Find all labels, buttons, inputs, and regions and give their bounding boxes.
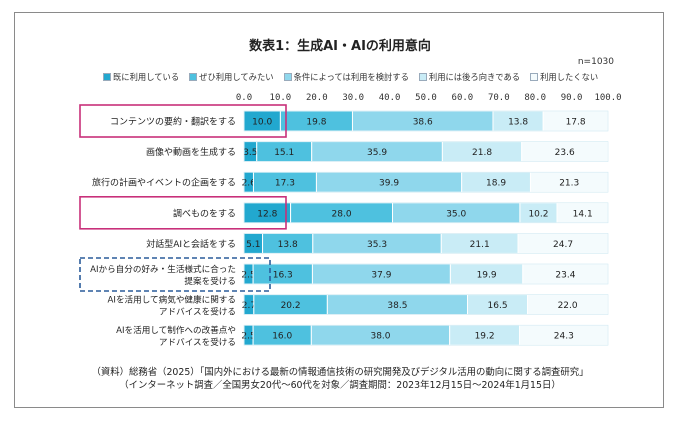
x-tick-label: 50.0 bbox=[415, 93, 437, 103]
bar-outline bbox=[243, 263, 609, 285]
legend-label: 既に利用している bbox=[113, 72, 180, 82]
data-label: 22.0 bbox=[558, 301, 578, 311]
data-label: 35.3 bbox=[367, 240, 387, 250]
data-label: 21.1 bbox=[470, 240, 490, 250]
legend-item: 利用したくない bbox=[530, 71, 598, 83]
data-label: 24.7 bbox=[553, 240, 573, 250]
legend-swatch bbox=[283, 73, 292, 81]
data-label: 38.6 bbox=[413, 118, 433, 128]
data-label: 38.5 bbox=[387, 301, 407, 311]
data-label: 2.5 bbox=[241, 332, 255, 342]
data-label: 13.8 bbox=[508, 118, 528, 128]
category-label: 対話型AIと会話をする bbox=[146, 238, 236, 250]
category-label: コンテンツの要約・翻訳をする bbox=[110, 116, 236, 128]
bar-outline bbox=[243, 141, 609, 162]
category-label: AIを活用して病気や健康に関する bbox=[108, 294, 236, 306]
data-label: 21.8 bbox=[472, 148, 492, 158]
x-tick-label: 100.0 bbox=[594, 93, 621, 103]
data-label: 37.9 bbox=[371, 271, 391, 281]
chart-legend: 既に利用している ぜひ利用してみたい 条件によっては利用を検討する 利用には後ろ向きで… bbox=[103, 71, 623, 83]
data-label: 38.0 bbox=[370, 332, 390, 342]
data-label: 14.1 bbox=[573, 209, 593, 219]
data-label: 17.8 bbox=[566, 118, 586, 128]
x-tick-label: 90.0 bbox=[561, 93, 583, 103]
bar-outline bbox=[243, 324, 609, 346]
data-label: 12.8 bbox=[257, 209, 277, 219]
legend-item: ぜひ利用してみたい bbox=[189, 71, 274, 83]
legend-label: ぜひ利用してみたい bbox=[199, 72, 274, 82]
data-label: 10.0 bbox=[252, 118, 272, 128]
data-label: 2.7 bbox=[242, 301, 256, 311]
chart-title: 数表1：生成AI・AIの利用意向 bbox=[249, 39, 431, 54]
category-label: 提案を受ける bbox=[184, 275, 236, 287]
legend-label: 利用したくない bbox=[540, 72, 599, 82]
data-label: 21.3 bbox=[559, 179, 579, 189]
category-label: アドバイスを受ける bbox=[159, 306, 236, 318]
legend-item: 条件によっては利用を検討する bbox=[283, 71, 409, 83]
data-label: 3.5 bbox=[243, 148, 257, 158]
category-label: 画像や動画を生成する bbox=[146, 146, 236, 158]
category-label: 旅行の計画やイベントの企画をする bbox=[92, 177, 236, 189]
data-label: 16.0 bbox=[272, 332, 292, 342]
legend-item: 利用には後ろ向きである bbox=[418, 71, 521, 83]
bar-outline bbox=[243, 110, 609, 132]
x-tick-label: 60.0 bbox=[452, 93, 474, 103]
data-label: 2.5 bbox=[241, 271, 255, 281]
data-label: 39.9 bbox=[379, 179, 399, 189]
legend-swatch bbox=[530, 73, 539, 81]
x-tick-label: 40.0 bbox=[379, 93, 401, 103]
category-label: AIから自分の好み・生活様式に合った bbox=[90, 263, 236, 275]
data-label: 19.2 bbox=[475, 332, 495, 342]
legend-swatch bbox=[189, 73, 198, 81]
data-label: 28.0 bbox=[332, 209, 352, 219]
x-tick-label: 70.0 bbox=[488, 93, 510, 103]
data-label: 16.5 bbox=[488, 301, 508, 311]
bar-outline bbox=[243, 294, 609, 315]
data-label: 2.6 bbox=[242, 179, 257, 189]
data-label: 19.9 bbox=[477, 271, 497, 281]
data-label: 24.3 bbox=[554, 332, 574, 342]
highlight-box bbox=[79, 196, 287, 230]
x-tick-label: 0.0 bbox=[236, 93, 252, 103]
data-label: 16.3 bbox=[273, 271, 293, 281]
data-label: 13.8 bbox=[278, 240, 298, 250]
x-tick-label: 30.0 bbox=[342, 93, 364, 103]
data-label: 10.2 bbox=[528, 209, 548, 219]
legend-label: 利用には後ろ向きである bbox=[428, 72, 521, 82]
bar-outline bbox=[243, 233, 609, 254]
legend-swatch bbox=[418, 73, 427, 81]
legend-item: 既に利用している bbox=[103, 71, 179, 83]
data-label: 15.1 bbox=[274, 148, 294, 158]
data-label: 17.3 bbox=[275, 179, 295, 189]
highlight-box bbox=[79, 104, 287, 138]
source-note: （資料）総務省（2025）「国内外における最新の情報通信技術の研究開発及びデジタ… bbox=[91, 367, 589, 378]
legend-label: 条件によっては利用を検討する bbox=[293, 72, 409, 82]
bar-outline bbox=[243, 171, 609, 193]
data-label: 19.8 bbox=[306, 118, 326, 128]
sample-size-note: n=1030 bbox=[577, 57, 614, 67]
category-label: アドバイスを受ける bbox=[159, 336, 236, 348]
data-label: 18.9 bbox=[486, 179, 506, 189]
data-label: 20.2 bbox=[281, 301, 301, 311]
data-label: 23.6 bbox=[555, 148, 575, 158]
x-tick-label: 20.0 bbox=[306, 93, 328, 103]
data-label: 35.0 bbox=[446, 209, 466, 219]
category-label: 調べものをする bbox=[173, 207, 236, 219]
legend-swatch bbox=[103, 73, 111, 81]
data-label: 23.4 bbox=[555, 271, 575, 281]
bar-outline bbox=[243, 202, 609, 224]
data-label: 35.9 bbox=[367, 148, 387, 158]
category-label: AIを活用して制作への改善点や bbox=[116, 324, 236, 336]
data-label: 5.1 bbox=[246, 240, 260, 250]
x-tick-label: 10.0 bbox=[270, 93, 292, 103]
x-tick-label: 80.0 bbox=[524, 93, 546, 103]
survey-note: （インターネット調査／全国男女20代〜60代を対象／調査期間：2023年12月1… bbox=[119, 380, 561, 391]
